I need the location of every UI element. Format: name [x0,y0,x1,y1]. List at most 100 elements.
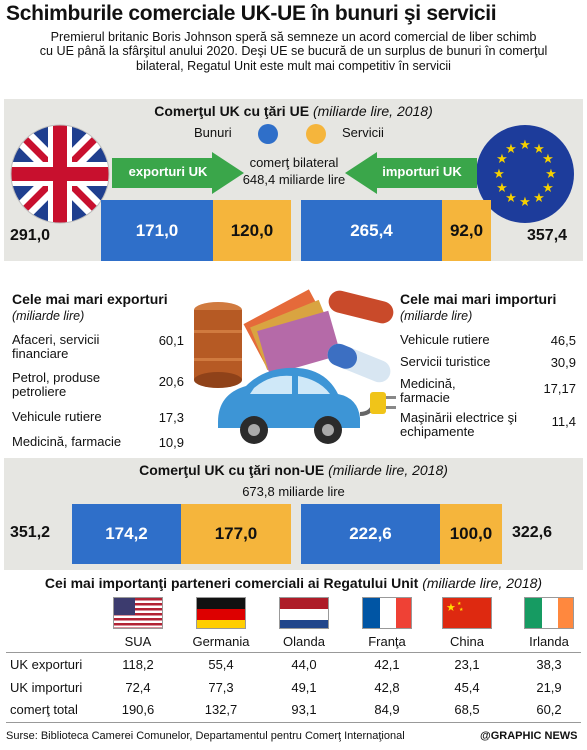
country-label: Germania [192,634,250,649]
eu-exports-services-bar: 120,0 [213,200,291,261]
svg-text:★: ★ [496,152,508,167]
import-item-value: 11,4 [551,414,576,429]
eu-exports-goods-bar: 171,0 [101,200,213,261]
svg-text:★: ★ [496,181,508,196]
imports-arrow [345,152,477,194]
china-flag-icon: ★ ★ ★ [442,597,492,629]
graphic-news-credit: @GRAPHIC NEWS [480,730,578,742]
svg-text:★: ★ [519,195,531,210]
table-cell: 38,3 [536,657,562,672]
exports-arrow [112,152,244,194]
eu-exports-total: 291,0 [10,227,51,244]
ireland-flag-icon [524,597,574,629]
table-row-label: comerţ total [10,702,78,717]
svg-text:★: ★ [533,191,545,206]
eu-flag-icon: ★ ★ ★ ★ ★ ★ ★ ★ ★ ★ ★ ★ [475,124,575,224]
non-eu-exports-services-bar: 177,0 [181,504,291,564]
table-cell: 68,5 [454,702,480,717]
non-eu-exports-goods-label: 174,2 [105,524,148,543]
legend-goods-label: Bunuri [194,125,232,140]
import-item-value: 17,17 [543,381,576,396]
intro-line: cu UE până la sfârşitul anului 2020. Deş… [39,44,548,59]
non-eu-exports-goods-bar: 174,2 [72,504,181,564]
table-cell: 72,4 [125,680,151,695]
table-cell: 42,8 [374,680,400,695]
exports-arrow-label: exporturi UK [128,164,208,179]
svg-text:★: ★ [459,607,464,613]
table-cell: 21,9 [536,680,562,695]
intro-line: bilateral, Regatul Unit este mult mai co… [136,58,451,73]
non-eu-exports-total: 351,2 [10,524,51,541]
eu-imports-total: 357,4 [527,227,568,244]
svg-text:★: ★ [446,601,456,614]
intro-line: Premierul britanic Boris Johnson speră s… [50,30,537,44]
oil-barrel-icon [194,302,242,388]
table-cell: 93,1 [291,702,317,717]
table-divider [6,722,581,723]
eu-imports-goods-label: 265,4 [350,220,393,240]
import-item-name: Maşinării electrice şi echipamente [400,410,518,439]
svg-text:★: ★ [493,167,505,182]
legend-goods-swatch [258,124,278,144]
svg-text:★: ★ [533,142,545,157]
export-item-name: Medicină, farmacie [12,434,122,449]
import-item-value: 46,5 [550,333,576,348]
export-item-name: Vehicule rutiere [12,409,102,424]
export-item-value: 20,6 [158,374,184,389]
eu-imports-services-label: 92,0 [449,220,484,240]
non-eu-exports-bar: 174,2 177,0 [72,504,291,564]
table-cell: 42,1 [374,657,400,672]
import-item-value: 30,9 [550,355,576,370]
table-cell: 44,0 [291,657,317,672]
import-item-name: Servicii turistice [400,354,491,369]
eu-exports-services-label: 120,0 [230,220,274,240]
non-eu-imports-services-label: 100,0 [449,524,493,543]
table-cell: 77,3 [208,680,234,695]
svg-text:★: ★ [505,142,517,157]
country-label: Olanda [283,634,325,649]
germany-flag-icon [196,597,246,629]
svg-text:★: ★ [542,152,554,167]
eu-section-title: Comerţul UK cu ţări UE (miliarde lire, 2… [0,103,587,119]
export-item-name: Afaceri, servicii financiare [12,332,100,361]
imports-arrow-label: importuri UK [382,164,462,179]
source-note: Surse: Biblioteca Camerei Comunelor, Dep… [6,730,405,742]
table-cell: 190,6 [121,702,155,717]
export-item-value: 10,9 [158,435,184,450]
top-exports-title: Cele mai mari exporturi [12,291,168,307]
svg-text:★: ★ [545,167,557,182]
page-title: Schimburile comerciale UK-UE în bunuri ş… [6,2,497,25]
table-cell: 49,1 [291,680,317,695]
non-eu-bilateral-value: 673,8 miliarde lire [242,484,345,499]
svg-text:★: ★ [542,181,554,196]
non-eu-imports-total: 322,6 [512,524,553,541]
table-cell: 60,2 [536,702,562,717]
usa-flag-icon [113,597,163,629]
partners-title-text: Cei mai importanţi parteneri comerciali … [44,575,419,591]
non-eu-imports-goods-bar: 222,6 [301,504,440,564]
import-item-name: Medicină, farmacie [400,376,456,405]
eu-imports-services-bar: 92,0 [442,200,491,261]
table-cell: 132,7 [204,702,238,717]
non-eu-section-title-text: Comerţul UK cu ţări non-UE [139,462,325,478]
svg-text:★: ★ [457,601,462,607]
eu-imports-goods-bar: 265,4 [301,200,442,261]
uk-flag-icon [10,124,110,224]
country-label: SUA [124,634,152,649]
non-eu-exports-services-label: 177,0 [214,524,258,543]
non-eu-imports-bar: 222,6 100,0 [301,504,502,564]
legend-services-label: Servicii [342,125,384,140]
trade-goods-illustration [188,282,398,462]
table-cell: 45,4 [454,680,480,695]
electric-plug-icon [359,392,396,416]
netherlands-flag-icon [279,597,329,629]
eu-exports-bar: 171,0 120,0 [101,200,291,261]
eu-section-title-text: Comerţul UK cu ţări UE [154,103,310,119]
table-row-label: UK importuri [10,680,83,695]
partners-title: Cei mai importanţi parteneri comerciali … [0,575,587,591]
capsule-icon [327,343,391,383]
export-item-value: 17,3 [158,410,184,425]
non-eu-section-title: Comerţul UK cu ţări non-UE (miliarde lir… [0,462,587,478]
france-flag-icon [362,597,412,629]
top-imports-title: Cele mai mari importuri [400,291,557,307]
